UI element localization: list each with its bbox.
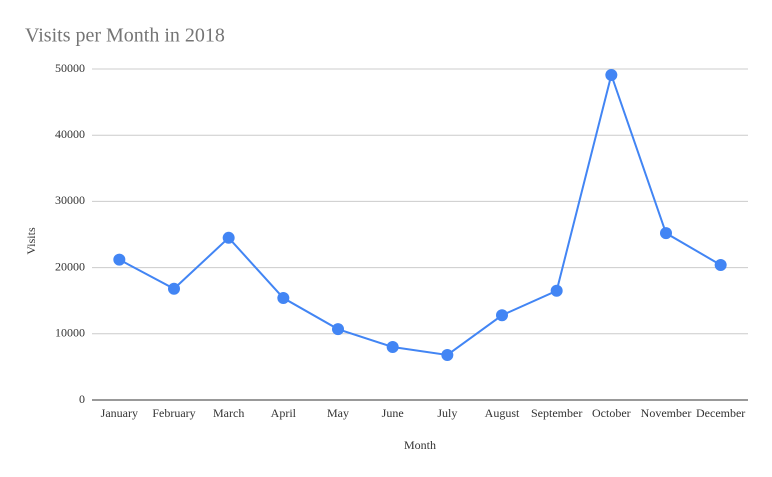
point [222,231,235,244]
point [441,348,454,361]
chart-title: Visits per Month in 2018 [25,25,225,47]
point [277,292,290,305]
x-tick-label: July [437,406,457,420]
point [332,323,344,336]
point [605,68,618,81]
y-tick-label: 50000 [55,61,85,75]
y-tick-label: 20000 [55,259,85,273]
point [550,284,563,297]
point [386,341,399,354]
x-tick-label: December [696,406,745,420]
x-tick-label: October [592,406,631,420]
x-tick-label: January [101,406,138,420]
x-tick-label: February [152,406,195,420]
y-tick-label: 30000 [55,193,85,207]
point [496,309,508,322]
y-tick-label: 10000 [55,326,85,340]
x-axis-label: Month [404,438,436,452]
x-tick-label: November [641,406,692,420]
y-tick-label: 0 [79,392,85,406]
x-tick-label: August [485,406,520,420]
x-tick-label: April [271,406,297,420]
x-tick-label: March [213,406,244,420]
point [714,258,727,271]
x-tick-label: May [327,406,349,420]
x-tick-label: September [531,406,582,420]
y-axis-label: Visits [24,227,38,255]
line [118,71,722,357]
point [660,227,672,240]
point [113,253,126,266]
x-tick-label: June [382,406,404,420]
y-tick-label: 40000 [55,127,85,141]
point [168,282,180,295]
